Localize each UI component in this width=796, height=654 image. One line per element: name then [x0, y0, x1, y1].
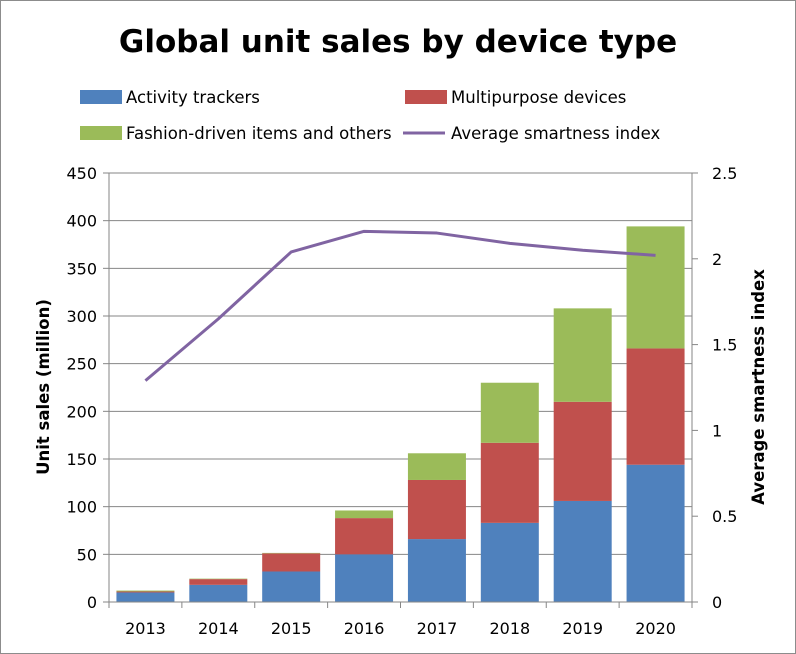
bar-activity-trackers [626, 464, 685, 602]
bar-multipurpose [116, 591, 175, 593]
bar-multipurpose [480, 442, 539, 523]
bar-fashion [335, 510, 394, 519]
legend-label: Fashion-driven items and others [126, 124, 392, 143]
bar-multipurpose [262, 553, 321, 572]
legend-label: Average smartness index [451, 124, 660, 143]
bar-activity-trackers [262, 571, 321, 602]
x-tick-label: 2013 [125, 619, 166, 638]
y2-tick-label: 1.5 [712, 336, 737, 355]
y2-axis-label: Average smartness index [749, 269, 768, 505]
x-tick-label: 2020 [635, 619, 676, 638]
legend: Activity trackers Multipurpose devices Fas… [80, 88, 660, 143]
x-tick-label: 2018 [489, 619, 530, 638]
x-tick-label: 2017 [417, 619, 458, 638]
y-tick-label: 250 [66, 355, 97, 374]
x-tick-label: 2015 [271, 619, 312, 638]
bar-activity-trackers [407, 539, 466, 602]
y-tick-label: 50 [77, 545, 97, 564]
x-tick-label: 2019 [562, 619, 603, 638]
bar-multipurpose [553, 401, 612, 501]
bar-activity-trackers [335, 554, 394, 602]
y-tick-label: 100 [66, 498, 97, 517]
bar-multipurpose [335, 518, 394, 555]
y-tick-label: 450 [66, 164, 97, 183]
bar-fashion [553, 308, 612, 402]
bar-multipurpose [407, 479, 466, 540]
bar-fashion [407, 453, 466, 480]
legend-label: Activity trackers [126, 88, 260, 107]
y-tick-label: 300 [66, 307, 97, 326]
bar-activity-trackers [553, 500, 612, 602]
bar-multipurpose [626, 348, 685, 465]
y-tick-label: 400 [66, 212, 97, 231]
y2-tick-label: 2.5 [712, 164, 737, 183]
chart-title: Global unit sales by device type [119, 24, 677, 60]
y2-tick-label: 2 [712, 250, 722, 269]
bar-fashion [626, 226, 685, 349]
y2-tick-label: 1 [712, 421, 722, 440]
bar-activity-trackers [480, 522, 539, 602]
bar-multipurpose [189, 579, 248, 585]
bar-fashion [480, 382, 539, 443]
legend-swatch [80, 126, 122, 140]
bar-activity-trackers [189, 584, 248, 602]
x-tick-label: 2016 [344, 619, 385, 638]
smartness-line [144, 229, 656, 382]
y2-tick-label: 0.5 [712, 507, 737, 526]
y-axis-label: Unit sales (million) [34, 299, 53, 475]
y-tick-label: 0 [87, 593, 97, 612]
tick-labels: 0 50 100 150 200 250 300 350 400 450 0 0.5 1 1.5 2 2.5 2… [66, 164, 737, 638]
y-tick-label: 350 [66, 259, 97, 278]
y-tick-label: 150 [66, 450, 97, 469]
bar-activity-trackers [116, 592, 175, 602]
x-tick-label: 2014 [198, 619, 239, 638]
legend-label: Multipurpose devices [451, 88, 626, 107]
bars [116, 226, 685, 602]
y2-tick-label: 0 [712, 593, 722, 612]
axes [103, 172, 698, 608]
legend-swatch [405, 90, 447, 104]
legend-swatch [80, 90, 122, 104]
y-tick-label: 200 [66, 402, 97, 421]
series-line-smartness [144, 229, 656, 382]
bar-fashion [116, 590, 175, 592]
